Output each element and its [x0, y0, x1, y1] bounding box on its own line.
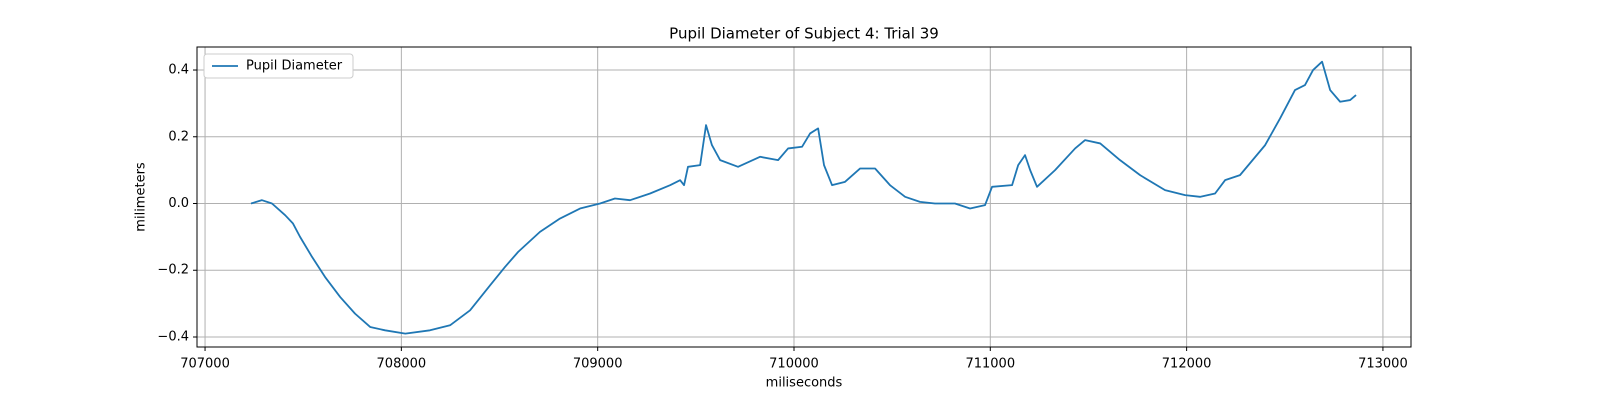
y-tick-label: −0.2	[157, 263, 189, 278]
x-axis-label: miliseconds	[766, 376, 843, 391]
y-tick-label: 0.4	[168, 63, 189, 78]
y-axis-label: milimeters	[134, 162, 149, 232]
x-tick-label: 711000	[965, 357, 1015, 372]
x-tick-label: 710000	[769, 357, 819, 372]
legend-box	[203, 53, 354, 79]
y-tick-label: −0.4	[157, 329, 189, 344]
legend: Pupil Diameter	[203, 53, 354, 79]
plot-frame	[196, 46, 1412, 348]
y-tick-label: 0.0	[168, 196, 189, 211]
x-tick-label: 707000	[180, 357, 230, 372]
data-line	[250, 60, 1357, 335]
x-tick-label: 712000	[1162, 357, 1212, 372]
x-tick-label: 713000	[1358, 357, 1408, 372]
chart-title: Pupil Diameter of Subject 4: Trial 39	[669, 25, 939, 43]
x-tick-label: 708000	[377, 357, 427, 372]
y-tick-label: 0.2	[168, 129, 189, 144]
legend-label: Pupil Diameter	[246, 59, 343, 74]
x-tick-label: 709000	[573, 357, 623, 372]
